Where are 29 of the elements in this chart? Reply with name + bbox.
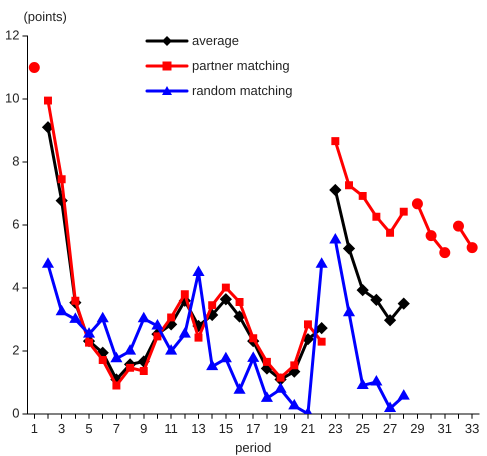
legend-label: average [192, 33, 239, 48]
x-tick-label: 5 [85, 421, 93, 436]
x-tick-label: 15 [218, 421, 234, 436]
x-tick-label: 29 [410, 421, 425, 436]
x-tick-label: 17 [246, 421, 260, 436]
y-tick-label: 2 [12, 342, 20, 358]
x-tick-label: 33 [464, 421, 480, 436]
x-tick-label: 21 [300, 421, 316, 436]
legend-label: partner matching [192, 58, 290, 73]
x-tick-label: 9 [140, 421, 148, 436]
y-tick-label: 6 [12, 216, 20, 232]
legend-label: random matching [192, 83, 292, 98]
y-tick-label: 0 [12, 405, 20, 420]
x-tick-label: 27 [382, 421, 398, 436]
y-tick-label: 10 [4, 90, 20, 106]
y-tick-label: 12 [4, 28, 20, 43]
x-tick-label: 13 [191, 421, 206, 436]
x-tick-label: 19 [273, 421, 288, 436]
y-axis-title: (points) [23, 9, 67, 24]
x-tick-label: 1 [30, 421, 38, 436]
x-tick-label: 11 [164, 421, 178, 436]
x-tick-label: 7 [112, 421, 120, 436]
y-tick-label: 4 [12, 279, 20, 294]
x-tick-label: 3 [58, 421, 66, 436]
x-axis-title: period [235, 440, 272, 455]
y-tick-label: 8 [12, 154, 20, 169]
x-tick-label: 23 [328, 421, 343, 436]
x-tick-label: 31 [438, 421, 452, 436]
x-tick-label: 25 [355, 421, 370, 436]
